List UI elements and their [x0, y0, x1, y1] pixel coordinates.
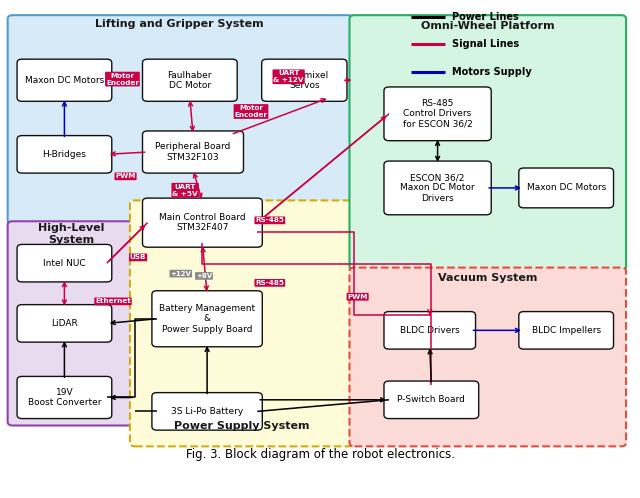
- FancyBboxPatch shape: [8, 221, 134, 425]
- Text: BLDC Impellers: BLDC Impellers: [532, 326, 601, 335]
- Text: PWM: PWM: [348, 294, 368, 300]
- Text: 3S Li-Po Battery: 3S Li-Po Battery: [171, 407, 243, 416]
- Text: Lifting and Gripper System: Lifting and Gripper System: [95, 18, 263, 28]
- FancyBboxPatch shape: [17, 135, 112, 173]
- Text: 19V
Boost Converter: 19V Boost Converter: [28, 388, 101, 407]
- Text: Maxon DC Motors: Maxon DC Motors: [527, 183, 606, 192]
- Text: +8V: +8V: [196, 273, 212, 279]
- FancyBboxPatch shape: [519, 168, 614, 208]
- FancyBboxPatch shape: [384, 161, 492, 215]
- Text: PWM: PWM: [115, 173, 136, 179]
- FancyBboxPatch shape: [17, 305, 112, 342]
- FancyBboxPatch shape: [349, 267, 626, 446]
- FancyBboxPatch shape: [17, 376, 112, 418]
- FancyBboxPatch shape: [384, 87, 492, 140]
- Text: Power Supply System: Power Supply System: [174, 421, 309, 431]
- Text: Signal Lines: Signal Lines: [452, 39, 519, 49]
- Text: USB: USB: [130, 254, 147, 260]
- FancyBboxPatch shape: [130, 200, 353, 446]
- FancyBboxPatch shape: [143, 59, 237, 101]
- Text: Intel NUC: Intel NUC: [43, 258, 86, 268]
- FancyBboxPatch shape: [349, 15, 626, 270]
- Text: LiDAR: LiDAR: [51, 319, 78, 328]
- Text: Peripheral Board
STM32F103: Peripheral Board STM32F103: [156, 142, 230, 162]
- Text: UART
& +5V: UART & +5V: [172, 184, 198, 197]
- Text: Motor
Encoder: Motor Encoder: [106, 73, 139, 86]
- Text: Omni-Wheel Platform: Omni-Wheel Platform: [421, 21, 555, 31]
- Text: RS-485
Control Drivers
for ESCON 36/2: RS-485 Control Drivers for ESCON 36/2: [403, 99, 472, 128]
- Text: Motors Supply: Motors Supply: [452, 67, 531, 77]
- FancyBboxPatch shape: [152, 291, 262, 347]
- Text: BLDC Drivers: BLDC Drivers: [400, 326, 460, 335]
- Text: Power Lines: Power Lines: [452, 11, 518, 21]
- FancyBboxPatch shape: [262, 59, 347, 101]
- Text: Main Control Board
STM32F407: Main Control Board STM32F407: [159, 213, 246, 233]
- FancyBboxPatch shape: [384, 381, 479, 418]
- Text: RS-485: RS-485: [255, 280, 284, 286]
- Text: UART
& +12V: UART & +12V: [273, 70, 304, 83]
- Text: +12V: +12V: [170, 270, 191, 276]
- FancyBboxPatch shape: [143, 131, 243, 173]
- FancyBboxPatch shape: [384, 312, 476, 349]
- FancyBboxPatch shape: [17, 245, 112, 282]
- Text: Ethernet: Ethernet: [95, 298, 131, 304]
- Text: Faulhaber
DC Motor: Faulhaber DC Motor: [168, 71, 212, 90]
- Text: High-Level
System: High-Level System: [38, 224, 104, 245]
- Text: Fig. 3. Block diagram of the robot electronics.: Fig. 3. Block diagram of the robot elect…: [186, 448, 454, 461]
- FancyBboxPatch shape: [519, 312, 614, 349]
- Text: Maxon DC Motors: Maxon DC Motors: [25, 76, 104, 85]
- FancyBboxPatch shape: [152, 392, 262, 430]
- Text: P-Switch Board: P-Switch Board: [397, 395, 465, 404]
- Text: H-Bridges: H-Bridges: [42, 150, 86, 159]
- Text: ESCON 36/2
Maxon DC Motor
Drivers: ESCON 36/2 Maxon DC Motor Drivers: [400, 173, 475, 203]
- Text: RS-485: RS-485: [255, 217, 284, 223]
- Text: Motor
Encoder: Motor Encoder: [234, 105, 268, 118]
- FancyBboxPatch shape: [17, 59, 112, 101]
- Text: Dynamixel
Servos: Dynamixel Servos: [280, 71, 328, 90]
- Text: Battery Management
&
Power Supply Board: Battery Management & Power Supply Board: [159, 304, 255, 334]
- FancyBboxPatch shape: [143, 198, 262, 247]
- Text: Vacuum System: Vacuum System: [438, 273, 538, 283]
- FancyBboxPatch shape: [8, 15, 353, 224]
